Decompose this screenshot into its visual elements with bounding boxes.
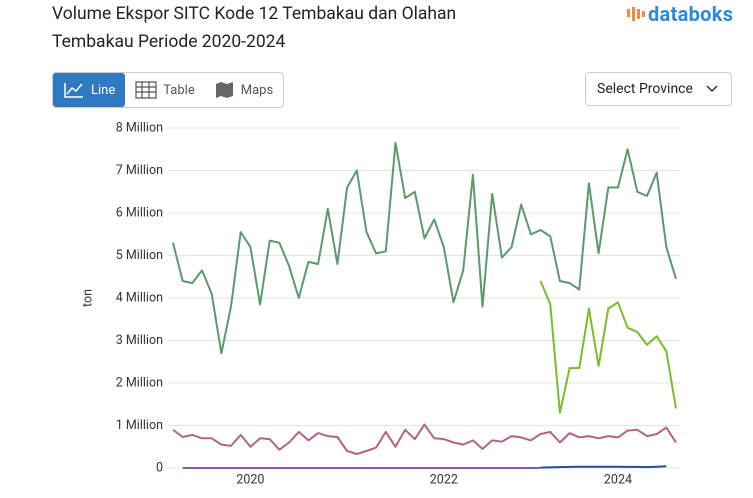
logo-icon xyxy=(627,7,645,21)
tab-line[interactable]: Line xyxy=(53,73,126,107)
x-tick-label: 2020 xyxy=(236,472,264,487)
y-tick-label: 5 Million xyxy=(116,248,163,263)
icon xyxy=(135,81,157,99)
view-tabs: Line Table Maps xyxy=(52,72,284,108)
y-tick-label: 4 Million xyxy=(116,290,163,305)
y-tick-label: 0 xyxy=(156,460,163,475)
select-label: Select Province xyxy=(597,81,693,97)
series-line xyxy=(172,423,677,455)
series-line xyxy=(540,465,667,469)
province-select[interactable]: Select Province xyxy=(585,72,732,106)
series-line xyxy=(172,141,677,355)
chart: ton 0 1 Million 2 Million 3 Million 4 Millio… xyxy=(80,120,680,487)
y-tick-label: 3 Million xyxy=(116,333,163,348)
chevron xyxy=(706,85,718,93)
x-tick-label: 2022 xyxy=(430,472,458,487)
tab-label: Line xyxy=(91,82,116,98)
tab-label: Maps xyxy=(240,82,274,98)
y-tick-label: 1 Million xyxy=(116,418,163,433)
y-tick-label: 7 Million xyxy=(116,163,163,178)
chart-title: Volume Ekspor SITC Kode 12 Tembakau dan … xyxy=(52,4,457,52)
icon xyxy=(215,82,233,98)
tab-maps[interactable]: Maps xyxy=(205,73,283,107)
x-tick-label: 2024 xyxy=(604,472,632,487)
logo-text: databoks xyxy=(648,2,734,26)
icon xyxy=(64,83,83,98)
series-line xyxy=(539,280,677,414)
y-tick-label: 6 Million xyxy=(116,205,163,220)
logo[interactable]: databoks xyxy=(626,2,733,26)
tab-table[interactable]: Table xyxy=(125,73,204,107)
tab-label: Table xyxy=(163,82,195,98)
y-tick-label: 8 Million xyxy=(116,120,163,135)
y-axis-label: ton xyxy=(80,289,95,307)
y-tick-label: 2 Million xyxy=(116,375,163,390)
